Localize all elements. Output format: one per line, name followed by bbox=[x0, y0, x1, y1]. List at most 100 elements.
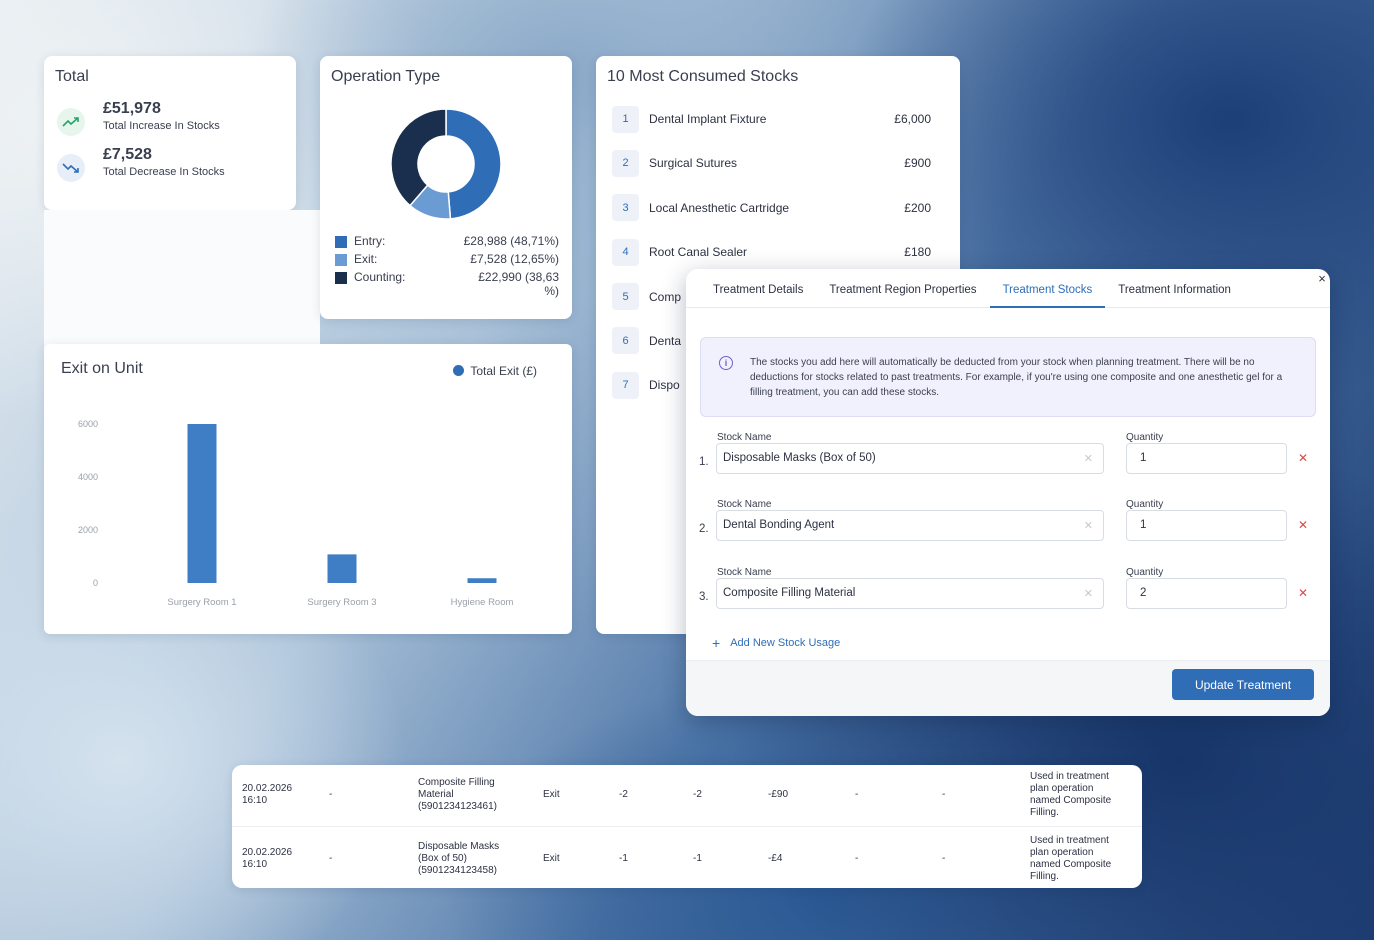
operation-legend: Entry: £28,988 (48,71%) Exit: £7,528 (12… bbox=[335, 234, 559, 298]
legend-value: £28,988 (48,71%) bbox=[463, 234, 559, 248]
legend-value: £7,528 (12,65%) bbox=[470, 252, 559, 266]
rank-badge: 1 bbox=[612, 105, 639, 133]
total-decrease: £7,528 Total Decrease In Stocks bbox=[55, 146, 285, 182]
stock-name: Dental Implant Fixture bbox=[649, 112, 767, 126]
legend-name: Counting: bbox=[354, 270, 406, 284]
list-item: 7 Dispo bbox=[607, 371, 949, 399]
note-line: plan operation bbox=[1030, 847, 1094, 858]
product-cell: Composite Filling Material (5901234123461) bbox=[418, 777, 497, 813]
note-line: Filling. bbox=[1030, 871, 1059, 882]
plus-icon: + bbox=[712, 635, 721, 651]
stock-name: Comp bbox=[649, 289, 682, 304]
donut-slice-counting[interactable] bbox=[390, 108, 447, 207]
stock-name: Surgical Sutures bbox=[649, 156, 738, 171]
table-row[interactable]: 20.02.2026 16:10 - Disposable Masks (Box o… bbox=[232, 826, 1142, 887]
note-cell: Used in treatment plan operation named Com… bbox=[1030, 771, 1111, 819]
stock-name: Root Canal Sealer bbox=[649, 245, 748, 260]
quantity-input[interactable]: 1 bbox=[1126, 510, 1287, 541]
tab-treatment-region-properties[interactable]: Treatment Region Properties bbox=[829, 284, 977, 296]
decrease-value: £7,528 bbox=[103, 146, 152, 163]
legend-swatch-counting bbox=[335, 272, 347, 284]
table-cell: - bbox=[942, 789, 946, 800]
y-tick-label: 4000 bbox=[78, 472, 98, 482]
quantity-input[interactable]: 1 bbox=[1126, 443, 1287, 474]
quantity-cell: -1 bbox=[619, 853, 628, 864]
row-index: 3. bbox=[699, 591, 709, 603]
increase-label: Total Increase In Stocks bbox=[103, 120, 220, 132]
stock-name: Dispo bbox=[649, 378, 680, 393]
increase-value: £51,978 bbox=[103, 100, 161, 117]
add-stock-usage-button[interactable]: + Add New Stock Usage bbox=[712, 635, 840, 651]
note-line: Used in treatment bbox=[1030, 835, 1109, 846]
info-text: The stocks you add here will automatical… bbox=[750, 357, 1283, 398]
row-index: 1. bbox=[699, 456, 709, 468]
tab-treatment-information[interactable]: Treatment Information bbox=[1118, 284, 1231, 296]
exit-legend[interactable]: Total Exit (£) bbox=[453, 363, 537, 378]
modal-footer: Update Treatment bbox=[686, 660, 1330, 716]
quantity-cell: -2 bbox=[693, 789, 702, 800]
info-icon: i bbox=[719, 356, 733, 370]
table-cell: - bbox=[855, 853, 859, 864]
rank-badge: 5 bbox=[612, 283, 639, 311]
stock-name: Denta bbox=[649, 333, 682, 348]
exit-legend-label: Total Exit (£) bbox=[470, 363, 537, 378]
dashboard-background-panel bbox=[44, 210, 320, 348]
list-item: 3 Local Anesthetic Cartridge £200 bbox=[607, 194, 949, 222]
stock-usage-row: Stock Name Quantity 3. Composite Filling… bbox=[686, 567, 1330, 627]
remove-row-icon[interactable]: ✕ bbox=[1298, 586, 1309, 600]
amount-cell: -£4 bbox=[768, 853, 783, 864]
update-treatment-button[interactable]: Update Treatment bbox=[1172, 669, 1314, 700]
stock-usage-row: Stock Name Quantity 1. Disposable Masks … bbox=[686, 432, 1330, 492]
stock-name-label: Stock Name bbox=[717, 432, 772, 443]
stock-value: £180 bbox=[904, 245, 931, 260]
legend-dot bbox=[453, 365, 465, 376]
y-tick-label: 6000 bbox=[78, 419, 98, 429]
note-cell: Used in treatment plan operation named Com… bbox=[1030, 835, 1111, 883]
clear-icon[interactable]: ✕ bbox=[1083, 453, 1093, 465]
table-row[interactable]: 20.02.2026 16:10 - Composite Filling Mater… bbox=[232, 765, 1142, 826]
trend-down-icon bbox=[57, 154, 85, 182]
legend-name: Entry: bbox=[354, 234, 386, 248]
list-item: 4 Root Canal Sealer £180 bbox=[607, 238, 949, 266]
stock-select[interactable]: Dental Bonding Agent ✕ bbox=[716, 510, 1104, 541]
table-cell: - bbox=[855, 789, 859, 800]
date: 20.02.2026 bbox=[242, 783, 293, 794]
rank-badge: 7 bbox=[612, 371, 639, 399]
total-card: Total £51,978 Total Increase In Stocks £… bbox=[44, 56, 296, 210]
stock-select[interactable]: Disposable Masks (Box of 50) ✕ bbox=[716, 443, 1104, 474]
amount-cell: -£90 bbox=[768, 789, 789, 800]
rank-badge: 4 bbox=[612, 238, 639, 266]
legend-value-line2: %) bbox=[544, 284, 559, 298]
stock-select-value: Dental Bonding Agent bbox=[723, 519, 835, 531]
note-line: named Composite bbox=[1030, 859, 1112, 870]
quantity-cell: -1 bbox=[693, 853, 702, 864]
stock-select-value: Composite Filling Material bbox=[723, 587, 856, 599]
info-banner: i The stocks you add here will automatic… bbox=[700, 337, 1316, 417]
quantity-label: Quantity bbox=[1126, 499, 1164, 510]
bar[interactable] bbox=[467, 578, 497, 583]
table-cell: - bbox=[329, 789, 333, 800]
operation-type-title: Operation Type bbox=[331, 68, 441, 85]
legend-value: £22,990 (38,63 %) bbox=[442, 270, 559, 298]
clear-icon[interactable]: ✕ bbox=[1083, 520, 1093, 532]
quantity-input[interactable]: 2 bbox=[1126, 578, 1287, 609]
tab-treatment-details[interactable]: Treatment Details bbox=[713, 284, 804, 296]
donut-slice-entry[interactable] bbox=[445, 108, 502, 220]
stock-name-label: Stock Name bbox=[717, 567, 772, 578]
list-item: 5 Comp bbox=[607, 283, 949, 311]
close-icon[interactable]: × bbox=[1318, 271, 1326, 286]
stock-select[interactable]: Composite Filling Material ✕ bbox=[716, 578, 1104, 609]
legend-counting: Counting: £22,990 (38,63 %) bbox=[335, 270, 559, 298]
tab-treatment-stocks[interactable]: Treatment Stocks bbox=[989, 269, 1106, 308]
bar[interactable] bbox=[187, 424, 217, 583]
stock-movements-table: 20.02.2026 16:10 - Composite Filling Mater… bbox=[232, 765, 1142, 888]
stock-value: £6,000 bbox=[894, 112, 931, 126]
time: 16:10 bbox=[242, 795, 268, 806]
stock-value: £900 bbox=[904, 156, 931, 171]
product-line: (5901234123461) bbox=[418, 801, 497, 812]
remove-row-icon[interactable]: ✕ bbox=[1298, 451, 1309, 465]
remove-row-icon[interactable]: ✕ bbox=[1298, 518, 1309, 532]
bar[interactable] bbox=[327, 554, 357, 583]
rank-badge: 2 bbox=[612, 149, 639, 177]
clear-icon[interactable]: ✕ bbox=[1083, 588, 1093, 600]
